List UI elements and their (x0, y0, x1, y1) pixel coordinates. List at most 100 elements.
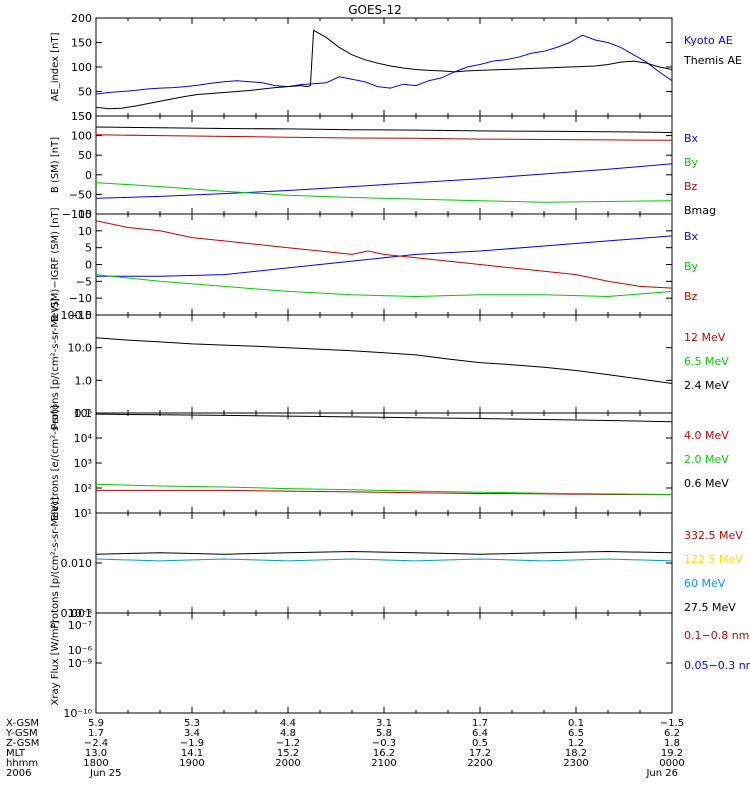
legend-entry: Themis AE (683, 54, 742, 67)
panel-frame (95, 512, 673, 614)
y-tick-label: 10⁻⁸ (68, 607, 93, 620)
legend-entry: 12 MeV (684, 331, 726, 344)
x-cell-value: 3.4 (184, 728, 200, 739)
legend-entry: Bx (684, 132, 699, 145)
x-cell-value: Jun 25 (89, 768, 122, 779)
y-axis-label: Electrons [e/(cm²-s-sr)] (50, 405, 61, 521)
series-line-2-2 (95, 182, 673, 203)
x-row-label: X-GSM (6, 718, 39, 729)
x-cell-value: 2100 (371, 758, 396, 769)
x-cell-value: 1.7 (88, 728, 104, 739)
x-cell-value: 5.9 (88, 718, 104, 729)
x-cell-value: −1.2 (276, 738, 300, 749)
panel-1: 0 50 100 150 200 AE_index [nT] Kyoto AE Themis … (50, 12, 742, 123)
x-cell-value: 1900 (179, 758, 204, 769)
x-cell-value: 15.2 (277, 748, 299, 759)
legend-entry: 0.1−0.8 nm (684, 629, 749, 642)
x-cell-value: 2200 (467, 758, 492, 769)
y-tick-label: 50 (78, 86, 92, 99)
y-tick-label: 0.010 (61, 557, 93, 570)
x-cell-value: 1.7 (472, 718, 488, 729)
series-line-5-2 (95, 483, 673, 495)
x-cell-value: 1.2 (568, 738, 584, 749)
x-cell-value: Jun 26 (645, 768, 678, 779)
legend-entry: 4.0 MeV (684, 429, 729, 442)
x-row-label: Z-GSM (6, 738, 39, 749)
x-cell-value: 6.5 (568, 728, 584, 739)
y-tick-label: 1.0 (75, 374, 93, 387)
x-cell-value: 0.1 (568, 718, 584, 729)
x-cell-value: 0000 (659, 758, 684, 769)
y-tick-label: −100 (62, 208, 92, 221)
series-line-6-3 (95, 558, 673, 562)
series-line-6-4 (95, 550, 673, 555)
x-cell-value: 1.8 (664, 738, 680, 749)
series-line-2-4 (95, 126, 673, 133)
x-cell-value: −1.9 (180, 738, 204, 749)
legend-entry: 60 MeV (684, 577, 726, 590)
series-line-3-2 (95, 274, 673, 298)
legend-entry: 0.05−0.3 nm (684, 659, 750, 672)
series-line-1-1 (95, 34, 673, 95)
legend-entry: By (684, 156, 699, 169)
y-tick-label: 10³ (74, 457, 92, 470)
x-cell-value: 0.5 (472, 738, 488, 749)
x-cell-value: 4.4 (280, 718, 296, 729)
panel-frame (95, 115, 673, 215)
x-cell-value: −1.5 (660, 718, 684, 729)
y-tick-label: 0.001 (61, 607, 93, 620)
x-cell-value: 17.2 (469, 748, 491, 759)
y-tick-label: 0 (85, 259, 92, 272)
legend-entry: Bz (684, 180, 698, 193)
x-cell-value: 6.2 (664, 728, 680, 739)
series-line-3-3 (95, 220, 673, 289)
series-line-3-1 (96, 235, 673, 277)
series-line-5-1 (96, 489, 672, 495)
x-cell-value: 2000 (275, 758, 300, 769)
x-cell-value: 5.8 (376, 728, 392, 739)
x-cell-value: 2300 (563, 758, 588, 769)
panel-5: 10¹ 10² 10³ 10⁴ 10⁵ Electrons [e/(cm²-s-sr)] 4… (50, 405, 729, 521)
y-tick-label: 200 (71, 12, 92, 25)
series-line-4-3 (95, 337, 673, 384)
y-tick-label: 0 (85, 110, 92, 123)
legend-entry: Bmag (684, 204, 716, 217)
y-axis-label: B (SM) [nT] (50, 137, 61, 193)
legend-entry: 6.5 MeV (684, 355, 729, 368)
y-tick-label: −5 (76, 275, 92, 288)
panel-frame (95, 213, 673, 316)
series-line-2-1 (95, 163, 673, 199)
panel-7: 10⁻¹⁰ 10⁻⁹ 10⁻⁸10⁻⁷ 10⁻⁶ Xray Flux [W/m²] 0.1… (50, 607, 750, 720)
panel-frame (95, 612, 673, 714)
y-tick-label: 10 (78, 225, 92, 238)
x-cell-value: 1800 (83, 758, 108, 769)
y-tick-label: −50 (69, 188, 92, 201)
x-cell-value: −2.4 (84, 738, 108, 749)
y-axis-label: B (SM)−IGRF (SM) [nT] (50, 207, 61, 321)
legend-entry: Kyoto AE (684, 34, 733, 47)
y-tick-label: 10² (74, 482, 92, 495)
y-tick-label: 150 (71, 37, 92, 50)
y-axis-label: Xray Flux [W/m²] (50, 620, 61, 705)
y-tick-label: 10⁻⁷ (68, 619, 92, 632)
panel-frame (95, 412, 673, 514)
figure-title: GOES-12 (348, 3, 402, 17)
legend-entry: Bx (684, 230, 699, 243)
x-cell-value: 4.8 (280, 728, 296, 739)
x-row-label: MLT (6, 748, 26, 759)
panel-frame (95, 17, 673, 117)
y-tick-label: 100.0 (61, 309, 93, 322)
y-tick-label: 10⁵ (74, 407, 92, 420)
series-line-1-2 (95, 29, 673, 110)
legend-entry: 0.6 MeV (684, 477, 729, 490)
x-cell-value: 5.3 (184, 718, 200, 729)
y-tick-label: 10⁴ (74, 432, 93, 445)
legend-entry: 2.0 MeV (684, 453, 729, 466)
y-tick-label: 100 (71, 130, 92, 143)
y-tick-label: 15 (78, 208, 92, 221)
legend-entry: Bz (684, 290, 698, 303)
x-cell-value: 19.2 (661, 748, 683, 759)
